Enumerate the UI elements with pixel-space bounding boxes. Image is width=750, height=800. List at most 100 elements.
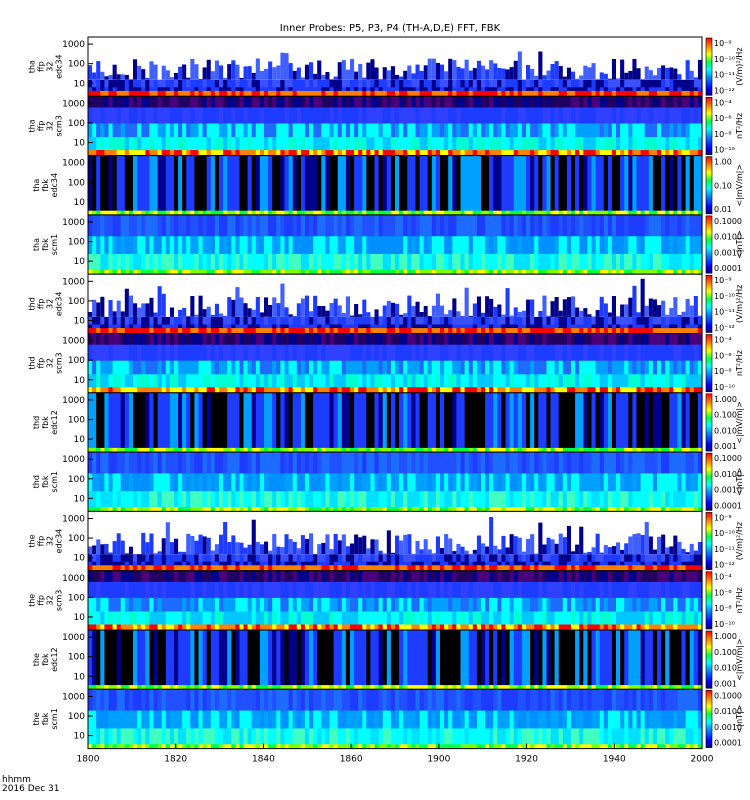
colorbar-unit-label: nT²/Hz: [735, 350, 744, 376]
x-tick-label: 2000: [691, 755, 714, 765]
y-tick-label: 100: [68, 238, 85, 248]
x-axis: 1800 1820 1840 1860 1900 1920 1940 2000: [77, 743, 714, 765]
colorbar-tick-label: 0.010: [714, 426, 737, 435]
colorbar-unit-label: <|nT|>: [735, 467, 744, 496]
colorbar-tick-label: 10⁻⁹: [714, 39, 732, 48]
x-tick-label: 1800: [77, 755, 100, 765]
colorbar-tick-label: 10⁻⁶: [714, 114, 732, 123]
colorbar-tick-label: 10⁻¹¹: [714, 308, 735, 317]
x-tick-label: 1940: [603, 755, 626, 765]
colorbar-unit-label: nT²/Hz: [735, 587, 744, 613]
heatmap-9: [88, 570, 703, 631]
panel-label: thefbkedc12: [32, 647, 59, 672]
heatmap-10: [88, 630, 703, 690]
y-tick-label: 1000: [62, 515, 85, 525]
colorbar-tick-label: 10⁻¹⁰: [714, 529, 735, 538]
colorbar-tick-label: 0.100: [714, 411, 737, 420]
y-tick-label: 1000: [62, 692, 85, 702]
y-tick-label: 1000: [62, 277, 85, 287]
y-tick-label: 1000: [62, 574, 85, 584]
colorbar-tick-label: 10⁻⁸: [714, 130, 732, 139]
colorbar-tick-label: 0.01: [714, 205, 732, 214]
colorbar-tick-label: 0.010: [714, 664, 737, 673]
y-tick-label: 1000: [62, 40, 85, 50]
y-tick-label: 10: [74, 732, 86, 742]
y-tick-label: 10: [74, 376, 86, 386]
y-tick-label: 100: [68, 653, 85, 663]
colorbar-tick-label: 0.0010: [714, 723, 742, 732]
chart-title: Inner Probes: P5, P3, P4 (TH-A,D,E) FFT,…: [280, 23, 501, 34]
y-tick-label: 100: [68, 475, 85, 485]
y-tick-label: 100: [68, 356, 85, 366]
y-tick-label: 100: [68, 297, 85, 307]
panel-9: 10 100 1000 theffp32scm3 10⁻⁴ 10⁻⁶ 10⁻⁸ 10⁻¹⁰nT…: [28, 570, 744, 631]
colorbar-unit-label: <|mV/m|>: [735, 638, 744, 681]
panel-label: thefbkscm1: [32, 708, 59, 729]
colorbar-tick-label: 0.001: [714, 679, 737, 688]
colorbar-tick-label: 0.1000: [714, 691, 742, 700]
panel-label: thaffp32edc34: [28, 54, 64, 79]
colorbar-tick-label: 0.0100: [714, 707, 742, 716]
panel-label: theffp32edc34: [28, 529, 64, 554]
y-tick-label: 100: [68, 415, 85, 425]
y-tick-label: 1000: [62, 396, 85, 406]
colorbar-tick-label: 10⁻⁴: [714, 98, 732, 107]
heatmap-4: [88, 274, 703, 334]
x-tick-label: 1860: [340, 755, 363, 765]
y-tick-label: 10: [74, 139, 86, 149]
panel-label: theffp32scm3: [28, 590, 64, 611]
heatmap-6: [88, 392, 703, 453]
y-tick-label: 1000: [62, 99, 85, 109]
colorbar-unit-label: <|mV/m|>: [735, 164, 744, 207]
y-tick-label: 10: [74, 494, 86, 504]
y-tick-label: 100: [68, 534, 85, 544]
colorbar-tick-label: 0.100: [714, 648, 737, 657]
panel-5: 10 100 1000 thdffp32scm3 10⁻⁴ 10⁻⁶ 10⁻⁸ 10⁻¹⁰nT…: [28, 333, 744, 394]
colorbar-tick-label: 10⁻⁶: [714, 351, 732, 360]
heatmap-5: [88, 333, 703, 394]
colorbar-tick-label: 10⁻⁸: [714, 604, 732, 613]
panel-label: thdffp32scm3: [28, 352, 64, 373]
panel-8: 10 100 1000 theffp32edc34 10⁻⁹ 10⁻¹⁰ 10⁻¹¹ 10⁻¹…: [28, 510, 744, 572]
heatmap-8: [88, 511, 703, 572]
colorbar-tick-label: 1.000: [714, 632, 737, 641]
colorbar-tick-label: 10⁻¹¹: [714, 545, 735, 554]
y-tick-label: 10: [74, 316, 86, 326]
x-tick-label: 1820: [164, 755, 187, 765]
y-tick-label: 10: [74, 554, 86, 564]
colorbar-tick-label: 10⁻¹²: [714, 324, 735, 333]
heatmap-2: [88, 155, 703, 216]
colorbar-tick-label: 0.001: [714, 442, 737, 451]
panel-label: thdfbkedc12: [32, 410, 59, 435]
colorbar-tick-label: 10⁻¹²: [714, 86, 735, 95]
x-axis-label: hhmm: [2, 775, 31, 785]
y-tick-label: 10: [74, 613, 86, 623]
y-tick-label: 10: [74, 79, 86, 89]
colorbar-tick-label: 10⁻⁴: [714, 336, 732, 345]
y-tick-label: 1000: [62, 159, 85, 169]
colorbar-tick-label: 1.000: [714, 395, 737, 404]
y-tick-label: 10: [74, 672, 86, 682]
footer-label: hhmm 2016 Dec 31: [2, 776, 60, 794]
colorbar-unit-label: <|mV/m|>: [735, 401, 744, 444]
colorbar-tick-label: 10⁻¹⁰: [714, 620, 735, 629]
panel-4: 10 100 1000 thdffp32edc34 10⁻⁹ 10⁻¹⁰ 10⁻¹¹ 10⁻¹…: [28, 273, 744, 335]
colorbar-tick-label: 0.0001: [714, 501, 742, 510]
heatmap-7: [88, 452, 703, 512]
y-tick-label: 1000: [62, 633, 85, 643]
colorbar-tick-label: 0.0001: [714, 739, 742, 748]
panel-label: thdfbkscm1: [32, 471, 59, 492]
date-label: 2016 Dec 31: [2, 784, 60, 794]
colorbar-tick-label: 1.00: [714, 158, 732, 167]
y-tick-label: 100: [68, 178, 85, 188]
colorbar-tick-label: 10⁻⁶: [714, 588, 732, 597]
colorbar-unit-label: nT²/Hz: [735, 113, 744, 139]
colorbar-tick-label: 10⁻⁸: [714, 367, 732, 376]
